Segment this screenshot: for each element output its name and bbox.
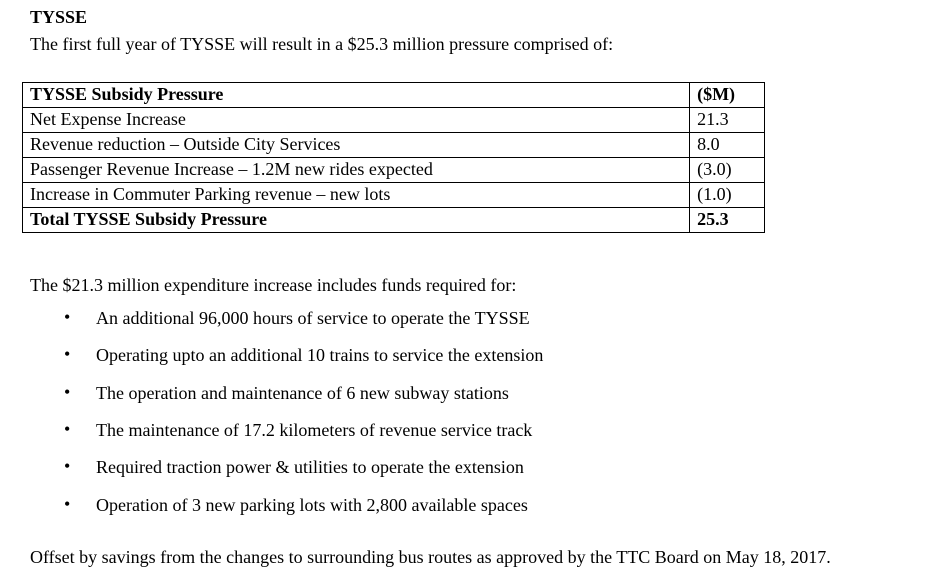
funds-required-list: • An additional 96,000 hours of service … — [30, 306, 895, 517]
table-total-row: Total TYSSE Subsidy Pressure 25.3 — [21, 206, 765, 233]
subsidy-pressure-table: TYSSE Subsidy Pressure ($M) Net Expense … — [21, 81, 765, 233]
list-item: • The maintenance of 17.2 kilometers of … — [30, 418, 895, 442]
table-header-value: ($M) — [689, 81, 765, 108]
row-label: Increase in Commuter Parking revenue – n… — [21, 181, 691, 208]
list-item: • Operation of 3 new parking lots with 2… — [30, 493, 895, 517]
bullet-icon: • — [64, 456, 71, 477]
row-label: Revenue reduction – Outside City Service… — [21, 131, 691, 158]
table-row: Increase in Commuter Parking revenue – n… — [21, 181, 765, 208]
section-title: TYSSE — [30, 7, 88, 27]
table-header-row: TYSSE Subsidy Pressure ($M) — [21, 81, 765, 108]
bullet-icon: • — [64, 418, 71, 439]
row-label: Net Expense Increase — [21, 106, 691, 133]
bullet-icon: • — [64, 344, 71, 365]
row-value: (1.0) — [689, 181, 765, 208]
total-value: 25.3 — [689, 206, 765, 233]
list-item-text: Required traction power & utilities to o… — [96, 457, 524, 478]
document-page: TYSSE The first full year of TYSSE will … — [21, 7, 895, 570]
bullet-icon: • — [64, 493, 71, 514]
list-item: • Required traction power & utilities to… — [30, 455, 895, 479]
table-row: Passenger Revenue Increase – 1.2M new ri… — [21, 156, 765, 183]
total-label: Total TYSSE Subsidy Pressure — [21, 206, 691, 233]
list-item-text: Operation of 3 new parking lots with 2,8… — [96, 494, 528, 515]
row-label: Passenger Revenue Increase – 1.2M new ri… — [21, 156, 691, 183]
row-value: 21.3 — [689, 106, 765, 133]
list-item-text: The operation and maintenance of 6 new s… — [96, 382, 509, 403]
row-value: 8.0 — [689, 131, 765, 158]
list-item: • An additional 96,000 hours of service … — [30, 306, 895, 330]
table-row: Revenue reduction – Outside City Service… — [21, 131, 765, 158]
bullet-icon: • — [64, 307, 71, 328]
table-header-label: TYSSE Subsidy Pressure — [21, 81, 691, 108]
closing-paragraph: Offset by savings from the changes to su… — [30, 546, 831, 567]
list-item-text: The maintenance of 17.2 kilometers of re… — [96, 419, 533, 440]
bullet-icon: • — [64, 381, 71, 402]
table-row: Net Expense Increase 21.3 — [21, 106, 765, 133]
list-item-text: Operating upto an additional 10 trains t… — [96, 345, 544, 366]
intro-paragraph: The first full year of TYSSE will result… — [30, 34, 614, 54]
list-item: • The operation and maintenance of 6 new… — [30, 381, 895, 405]
list-item-text: An additional 96,000 hours of service to… — [96, 308, 530, 329]
row-value: (3.0) — [689, 156, 765, 183]
list-item: • Operating upto an additional 10 trains… — [30, 343, 895, 367]
expenditure-paragraph: The $21.3 million expenditure increase i… — [30, 274, 517, 295]
